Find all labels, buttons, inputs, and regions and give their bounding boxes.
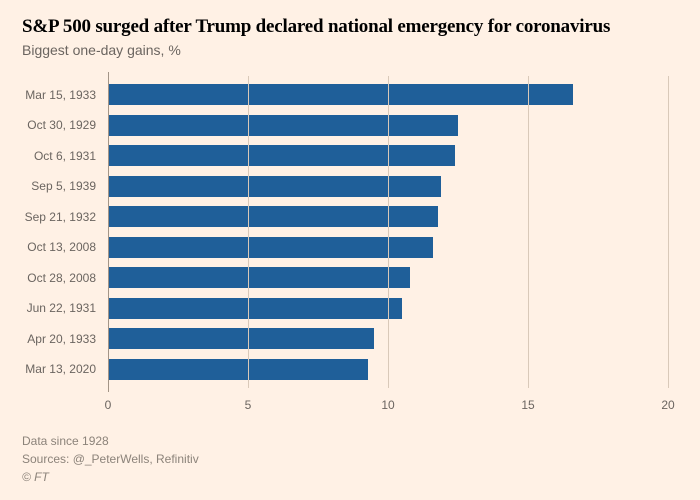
bar xyxy=(108,176,441,197)
x-baseline xyxy=(108,72,109,392)
x-gridline xyxy=(528,76,529,388)
x-axis: 05101520 xyxy=(108,394,668,416)
x-axis-tick: 0 xyxy=(105,398,112,412)
x-axis-tick: 20 xyxy=(661,398,674,412)
bar xyxy=(108,298,402,319)
x-axis-tick: 15 xyxy=(521,398,534,412)
bar xyxy=(108,328,374,349)
y-axis-label: Mar 15, 1933 xyxy=(22,82,102,107)
y-axis-label: Sep 5, 1939 xyxy=(22,174,102,199)
chart-subtitle: Biggest one-day gains, % xyxy=(22,42,678,58)
footer-copyright: © FT xyxy=(22,468,199,486)
chart-container: S&P 500 surged after Trump declared nati… xyxy=(0,0,700,500)
chart-area: Mar 15, 1933 Oct 30, 1929 Oct 6, 1931 Sep 5… xyxy=(22,76,678,416)
y-axis-label: Sep 21, 1932 xyxy=(22,204,102,229)
y-axis-label: Oct 30, 1929 xyxy=(22,113,102,138)
x-gridline xyxy=(668,76,669,388)
x-gridline xyxy=(388,76,389,388)
bar xyxy=(108,237,433,258)
y-axis-label: Oct 6, 1931 xyxy=(22,143,102,168)
bar xyxy=(108,359,368,380)
y-axis-label: Jun 22, 1931 xyxy=(22,296,102,321)
chart-title: S&P 500 surged after Trump declared nati… xyxy=(22,16,678,38)
y-axis-label: Oct 13, 2008 xyxy=(22,235,102,260)
bar xyxy=(108,115,458,136)
x-axis-tick: 5 xyxy=(245,398,252,412)
y-axis-label: Apr 20, 1933 xyxy=(22,326,102,351)
footer-note: Data since 1928 xyxy=(22,432,199,450)
bar xyxy=(108,84,573,105)
bar xyxy=(108,145,455,166)
plot-area xyxy=(108,76,668,388)
footer-sources: Sources: @_PeterWells, Refinitiv xyxy=(22,450,199,468)
x-gridline xyxy=(248,76,249,388)
x-axis-tick: 10 xyxy=(381,398,394,412)
y-axis-label: Oct 28, 2008 xyxy=(22,265,102,290)
chart-footer: Data since 1928 Sources: @_PeterWells, R… xyxy=(22,432,199,486)
y-axis-label: Mar 13, 2020 xyxy=(22,357,102,382)
y-axis-labels: Mar 15, 1933 Oct 30, 1929 Oct 6, 1931 Sep 5… xyxy=(22,82,102,382)
bar xyxy=(108,267,410,288)
